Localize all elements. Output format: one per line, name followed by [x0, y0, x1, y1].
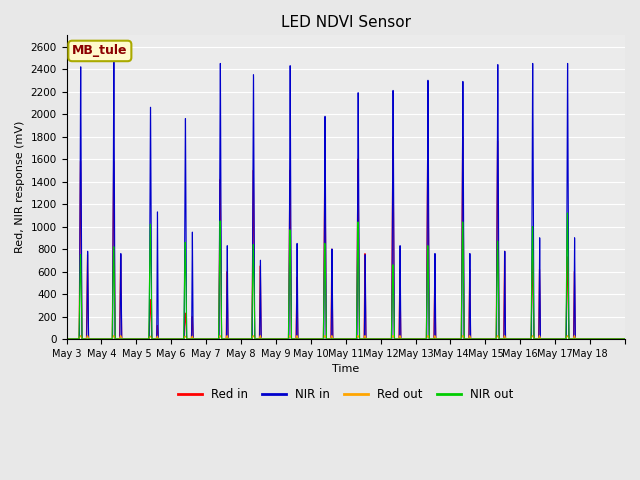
Title: LED NDVI Sensor: LED NDVI Sensor [281, 15, 411, 30]
NIR in [265, 336, 273, 342]
NIR out [621, 336, 629, 342]
Red out [393, 336, 401, 342]
Red out [477, 336, 484, 342]
Red out [621, 336, 629, 342]
Y-axis label: Red, NIR response (mV): Red, NIR response (mV) [15, 121, 25, 253]
Red out [63, 336, 70, 342]
NIR out [91, 336, 99, 342]
Red in [393, 336, 401, 342]
NIR out [563, 210, 571, 216]
Line: NIR out: NIR out [67, 213, 625, 339]
NIR in [621, 336, 629, 342]
NIR out [63, 336, 70, 342]
NIR in [477, 336, 484, 342]
Red in [265, 336, 273, 342]
Red out [265, 336, 273, 342]
Red in [389, 133, 397, 139]
NIR in [63, 336, 70, 342]
NIR out [477, 336, 484, 342]
Red in [621, 336, 629, 342]
Red out [507, 336, 515, 342]
Red in [477, 336, 484, 342]
Red out [77, 333, 84, 338]
Line: NIR in: NIR in [67, 61, 625, 339]
NIR out [393, 336, 401, 342]
NIR in [417, 336, 425, 342]
Text: MB_tule: MB_tule [72, 45, 127, 58]
NIR in [110, 59, 118, 64]
Red in [63, 336, 70, 342]
NIR in [393, 336, 401, 342]
NIR out [265, 336, 273, 342]
NIR in [91, 336, 99, 342]
Red out [91, 336, 99, 342]
Red in [507, 336, 515, 342]
Line: Red in: Red in [67, 136, 625, 339]
Legend: Red in, NIR in, Red out, NIR out: Red in, NIR in, Red out, NIR out [173, 384, 518, 406]
NIR out [417, 336, 425, 342]
X-axis label: Time: Time [332, 364, 360, 374]
NIR out [506, 336, 514, 342]
Line: Red out: Red out [67, 336, 625, 339]
Red out [417, 336, 425, 342]
Red in [91, 336, 99, 342]
NIR in [507, 336, 515, 342]
Red in [417, 336, 425, 342]
